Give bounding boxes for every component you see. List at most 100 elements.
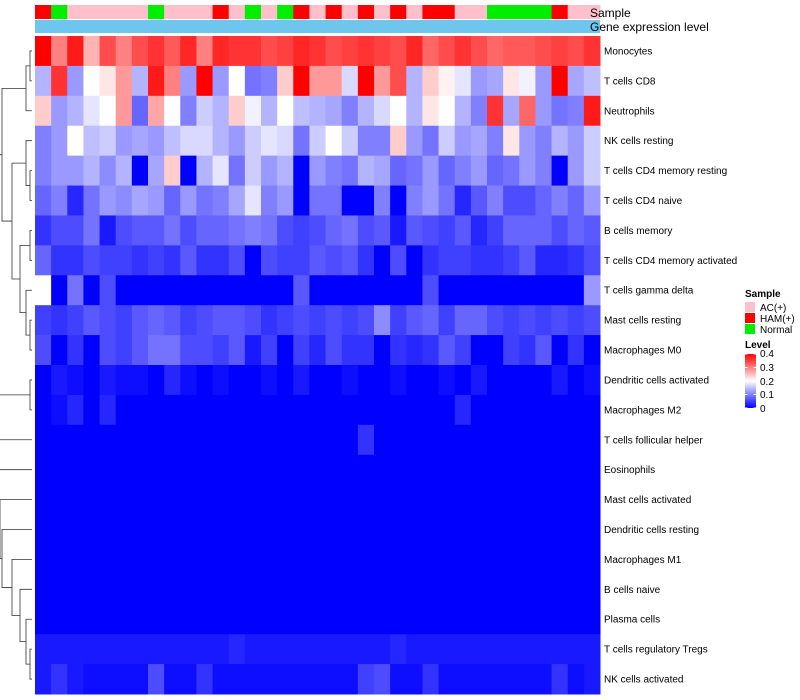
heatmap-cell: [244, 335, 262, 366]
heatmap-cell: [309, 365, 327, 396]
heatmap-cell: [438, 185, 456, 216]
heatmap-cell: [551, 514, 569, 545]
heatmap-cell: [374, 484, 391, 516]
heatmap-cell: [244, 36, 262, 67]
sample-annotation-cell: [551, 5, 569, 19]
heatmap-cell: [244, 394, 262, 426]
heatmap-cell: [390, 634, 407, 665]
heatmap-cell: [261, 604, 278, 635]
heatmap-cell: [293, 275, 310, 306]
heatmap-cell: [67, 275, 84, 306]
heatmap-cell: [567, 155, 585, 187]
heatmap-cell: [535, 664, 553, 695]
heatmap-cell: [293, 95, 310, 127]
heatmap-cell: [83, 574, 101, 605]
heatmap-cell: [83, 335, 101, 366]
heatmap-cell: [277, 394, 294, 426]
heatmap-cell: [51, 95, 68, 127]
heatmap-cell: [131, 275, 149, 306]
heatmap-cell: [341, 514, 359, 545]
heatmap-cell: [244, 185, 262, 216]
heatmap-cell: [309, 275, 327, 306]
heatmap-cell: [244, 664, 262, 695]
heatmap-cell: [309, 95, 327, 127]
heatmap-cell: [341, 394, 359, 426]
heatmap-cell: [406, 335, 423, 366]
heatmap-cell: [325, 36, 343, 67]
heatmap-cell: [309, 424, 327, 456]
heatmap-cell: [196, 394, 214, 426]
heatmap-cell: [180, 65, 197, 97]
heatmap-cell: [519, 245, 536, 276]
sample-annotation-cell: [212, 5, 230, 19]
heatmap-cell: [357, 544, 375, 575]
heatmap-cell: [438, 514, 456, 545]
heatmap-cell: [99, 664, 117, 695]
row-label: B cells memory: [604, 226, 672, 237]
heatmap-cell: [325, 514, 343, 545]
heatmap-cell: [519, 514, 536, 545]
heatmap-cell: [148, 155, 165, 187]
heatmap-cell: [551, 365, 569, 396]
heatmap-cell: [261, 484, 278, 516]
heatmap-cell: [261, 65, 278, 97]
heatmap-cell: [454, 365, 472, 396]
heatmap-cell: [35, 215, 52, 246]
heatmap-cell: [148, 305, 165, 336]
heatmap-cell: [503, 424, 520, 456]
sample-annotation-cell: [180, 5, 197, 19]
heatmap-cell: [406, 95, 423, 127]
heatmap-cell: [470, 664, 488, 695]
heatmap-cell: [535, 574, 553, 605]
heatmap-cell: [519, 95, 536, 127]
heatmap-cell: [293, 424, 310, 456]
heatmap-cell: [390, 514, 407, 545]
heatmap-cell: [519, 185, 536, 216]
heatmap-cell: [51, 125, 68, 157]
heatmap-cell: [51, 454, 68, 486]
heatmap-cell: [470, 65, 488, 97]
sample-annotation-cell: [470, 5, 488, 19]
heatmap-cell: [180, 484, 197, 516]
heatmap-cell: [115, 365, 133, 396]
heatmap-cell: [357, 664, 375, 695]
heatmap-cell: [131, 305, 149, 336]
sample-annotation-cell: [277, 5, 294, 19]
heatmap-cell: [115, 514, 133, 545]
heatmap-cell: [164, 65, 181, 97]
heatmap-cell: [83, 484, 101, 516]
heatmap-cell: [487, 424, 504, 456]
heatmap-cell: [438, 245, 456, 276]
heatmap-cell: [583, 604, 601, 635]
heatmap-cell: [567, 454, 585, 486]
heatmap-cell: [422, 664, 440, 695]
heatmap-cell: [212, 95, 230, 127]
sample-annotation-cell: [406, 5, 423, 19]
heatmap-cell: [148, 365, 165, 396]
heatmap-cell: [487, 335, 504, 366]
heatmap-cell: [438, 335, 456, 366]
heatmap-cell: [131, 215, 149, 246]
heatmap-cell: [470, 335, 488, 366]
heatmap-cell: [131, 544, 149, 575]
legend-label-ham: HAM(+): [760, 314, 795, 325]
heatmap-cell: [551, 36, 569, 67]
row-label: T cells follicular helper: [604, 435, 703, 446]
heatmap-cell: [277, 574, 294, 605]
heatmap-cell: [470, 634, 488, 665]
heatmap-cell: [519, 36, 536, 67]
expression-annotation-label: Gene expression level: [590, 20, 709, 34]
heatmap-cell: [503, 305, 520, 336]
heatmap-cell: [583, 95, 601, 127]
heatmap-cell: [115, 185, 133, 216]
sample-annotation-cell: [535, 5, 553, 19]
heatmap-cell: [422, 544, 440, 575]
row-label: Macrophages M1: [604, 555, 682, 566]
heatmap-cell: [583, 155, 601, 187]
heatmap-cell: [293, 185, 310, 216]
heatmap-cell: [374, 394, 391, 426]
sample-annotation-cell: [341, 5, 359, 19]
heatmap-cell: [422, 454, 440, 486]
heatmap-cell: [293, 454, 310, 486]
heatmap-cell: [422, 245, 440, 276]
